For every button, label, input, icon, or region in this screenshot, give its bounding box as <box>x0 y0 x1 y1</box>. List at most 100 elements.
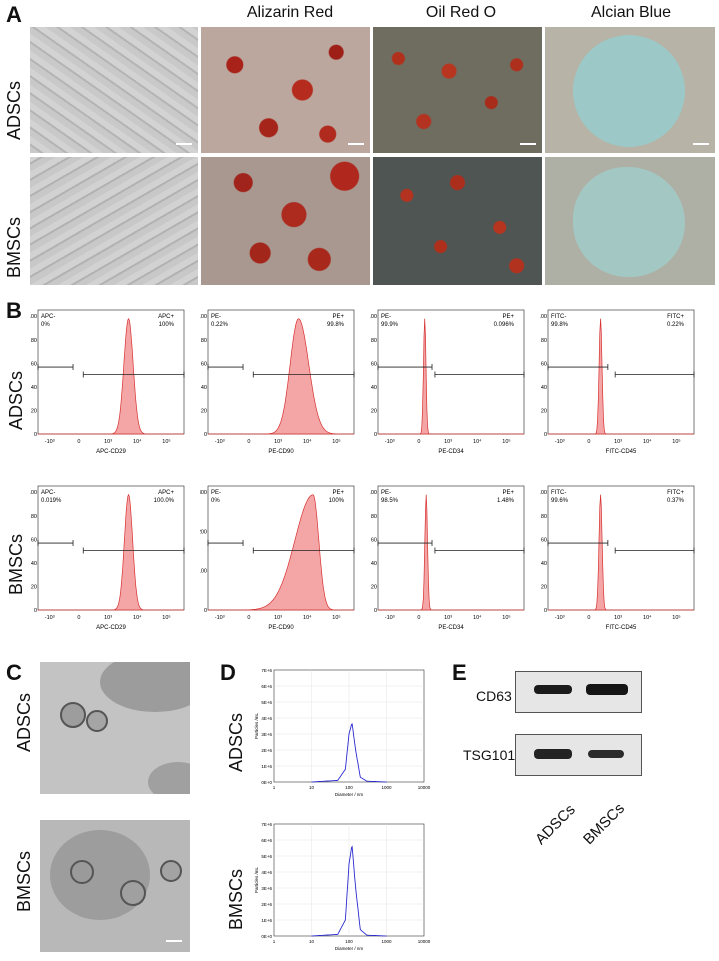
x-tick-label: 10³ <box>444 615 452 621</box>
negative-gate <box>547 364 609 371</box>
histogram-fill <box>38 493 184 611</box>
flow-histogram-5: 0 20 40 60 80 100 -10³ 0 10³ 10⁴ 10⁵ APC-CD29 APC- 0.… <box>28 482 190 632</box>
x-axis-title: PE-CD90 <box>268 449 294 455</box>
y-tick-label: 0 <box>34 432 37 438</box>
size-distribution-line <box>311 845 387 937</box>
x-tick-label: 10³ <box>274 615 282 621</box>
positive-gate <box>614 547 695 554</box>
nta-chart-2: 0E+0 1E+6 2E+6 3E+6 4E+6 5E+6 6E+6 7E+6 1 10 100 10… <box>248 818 433 956</box>
y-tick-label: 80 <box>371 338 377 344</box>
y-tick-label: 20 <box>371 408 377 414</box>
positive-gate <box>252 371 355 378</box>
pos-gate-value: 0.096% <box>494 322 515 328</box>
x-tick-label: 0 <box>247 615 250 621</box>
x-axis-title: FITC-CD45 <box>606 449 637 455</box>
x-tick-label: 0 <box>247 439 250 445</box>
x-tick-label: 10³ <box>104 615 112 621</box>
x-tick-label: 10⁴ <box>643 614 652 621</box>
y-tick-label: 0 <box>204 432 207 438</box>
y-tick-label: 0 <box>34 608 37 614</box>
x-tick-label: 10 <box>309 785 315 790</box>
pos-gate-label: PE+ <box>502 314 514 320</box>
nta-svg: 0E+0 1E+6 2E+6 3E+6 4E+6 5E+6 6E+6 7E+6 1 10 100 10… <box>254 822 431 951</box>
flow-histogram-svg: 0 20 40 60 80 100 -10³ 0 10³ 10⁴ 10⁵ PE-CD34 PE- 99.9… <box>368 309 525 455</box>
plot-frame <box>37 309 185 435</box>
y-tick-label: 100 <box>200 569 207 575</box>
y-tick-label: 200 <box>200 529 207 535</box>
x-tick-label: 1000 <box>381 785 392 790</box>
negative-gate <box>37 364 74 371</box>
panel-label-a: A <box>6 2 22 27</box>
x-axis-title: PE-CD34 <box>438 449 464 455</box>
y-tick-label: 80 <box>371 514 377 520</box>
neg-gate-value: 0.22% <box>211 322 229 328</box>
y-tick-label: 60 <box>541 537 547 543</box>
neg-gate-label: FITC- <box>551 490 566 496</box>
x-axis-title: Diameter / nm <box>335 946 364 951</box>
micrograph-adscs-alcian <box>545 27 715 153</box>
positive-gate <box>252 547 355 554</box>
flow-histogram-6: 0 100 200 300 -10³ 0 10³ 10⁴ 10⁵ PE-CD90 PE- 0% PE+ 1… <box>198 482 360 632</box>
panel-label-b: B <box>6 298 22 323</box>
y-tick-label: 0 <box>374 608 377 614</box>
plot-frame <box>377 309 525 435</box>
x-tick-label: 10³ <box>614 615 622 621</box>
x-tick-label: 1000 <box>381 939 392 944</box>
positive-gate <box>614 371 695 378</box>
x-axis-title: APC-CD29 <box>96 625 126 631</box>
y-tick-label: 7E+6 <box>261 668 272 673</box>
panel-label-e: E <box>452 660 467 685</box>
col-header-oilred: Oil Red O <box>425 4 497 21</box>
y-tick-label: 20 <box>31 408 37 414</box>
y-tick-label: 5E+6 <box>261 700 272 705</box>
x-tick-label: -10³ <box>45 615 55 621</box>
tem-adscs <box>40 662 190 794</box>
y-tick-label: 0E+0 <box>261 934 272 939</box>
y-tick-label: 7E+6 <box>261 822 272 827</box>
neg-gate-value: 99.9% <box>381 322 399 328</box>
flow-histogram-svg: 0 100 200 300 -10³ 0 10³ 10⁴ 10⁵ PE-CD90 PE- 0% PE+ 1… <box>198 485 355 631</box>
blot-tsg101 <box>515 734 642 776</box>
neg-gate-value: 0% <box>211 498 220 504</box>
x-tick-label: 10⁵ <box>672 614 680 621</box>
pos-gate-label: PE+ <box>502 490 514 496</box>
pos-gate-value: 100.0% <box>154 498 175 504</box>
y-tick-label: 40 <box>371 385 377 391</box>
y-tick-label: 6E+6 <box>261 684 272 689</box>
plot-frame <box>37 485 185 611</box>
micrograph-bmscs-alcian <box>545 157 715 285</box>
y-tick-label: 40 <box>31 385 37 391</box>
y-tick-label: 1E+6 <box>261 764 272 769</box>
negative-gate <box>377 540 433 547</box>
histogram-fill <box>208 318 354 435</box>
x-tick-label: 10⁴ <box>473 614 482 621</box>
y-tick-label: 2E+6 <box>261 748 272 753</box>
row-label-bmscs-a: BMSCs <box>4 216 24 278</box>
y-tick-label: 100 <box>370 314 377 320</box>
micrograph-adscs-undiff <box>30 27 198 153</box>
x-tick-label: 10³ <box>614 439 622 445</box>
x-tick-label: -10³ <box>45 439 55 445</box>
x-tick-label: -10³ <box>555 439 565 445</box>
y-tick-label: 1E+6 <box>261 918 272 923</box>
neg-gate-label: PE- <box>381 490 391 496</box>
x-tick-label: 0 <box>587 439 590 445</box>
x-tick-label: 10⁴ <box>643 438 652 445</box>
tem-bmscs <box>40 820 190 952</box>
y-tick-label: 2E+6 <box>261 902 272 907</box>
plot-frame <box>207 309 355 435</box>
y-tick-label: 60 <box>31 361 37 367</box>
y-tick-label: 80 <box>201 338 207 344</box>
neg-gate-value: 98.5% <box>381 498 399 504</box>
y-tick-label: 100 <box>200 314 207 320</box>
x-tick-label: 10⁴ <box>133 614 142 621</box>
y-tick-label: 80 <box>31 514 37 520</box>
pos-gate-label: APC+ <box>158 490 174 496</box>
histogram-fill <box>208 494 354 611</box>
flow-histogram-svg: 0 20 40 60 80 100 -10³ 0 10³ 10⁴ 10⁵ FITC-CD45 FITC-… <box>538 485 695 631</box>
x-tick-label: 10⁵ <box>332 438 340 445</box>
x-tick-label: 0 <box>77 615 80 621</box>
pos-gate-value: 100% <box>329 498 345 504</box>
x-tick-label: 100 <box>345 785 353 790</box>
y-axis-title: Particles /mL <box>254 867 259 894</box>
